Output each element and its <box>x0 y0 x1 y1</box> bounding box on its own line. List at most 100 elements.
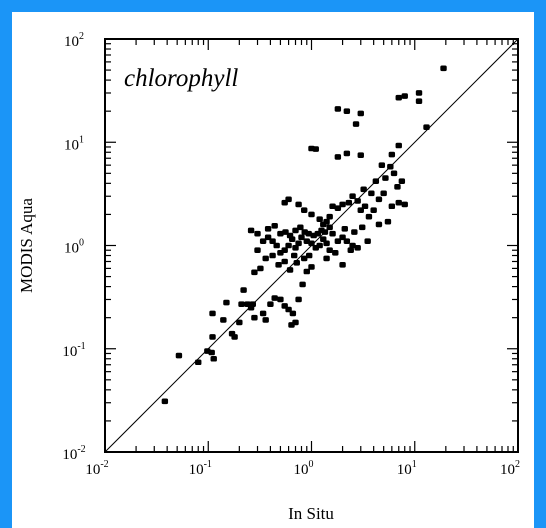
data-point <box>291 252 298 259</box>
data-point <box>321 229 329 235</box>
data-point <box>308 264 315 270</box>
data-point <box>368 190 375 197</box>
data-point <box>295 240 302 247</box>
data-point <box>329 230 336 237</box>
data-point <box>209 334 216 340</box>
data-point <box>282 229 289 235</box>
data-point <box>175 352 183 359</box>
data-point <box>329 203 336 210</box>
data-point <box>264 226 272 232</box>
data-point <box>349 193 356 200</box>
data-point <box>398 178 406 184</box>
data-point <box>388 203 396 210</box>
data-point <box>254 230 261 237</box>
data-point <box>316 242 323 249</box>
data-point <box>273 242 280 249</box>
data-point <box>334 154 342 160</box>
data-point <box>334 205 342 211</box>
data-point <box>292 245 299 251</box>
data-point <box>210 355 217 362</box>
data-point <box>440 65 447 72</box>
data-point <box>415 98 423 104</box>
data-point <box>354 198 361 204</box>
data-point <box>262 255 269 262</box>
data-point <box>298 234 305 241</box>
data-point <box>254 247 261 254</box>
data-point <box>343 108 351 114</box>
data-point <box>394 184 401 190</box>
data-point <box>361 203 369 210</box>
data-point <box>341 226 348 232</box>
data-point <box>231 334 238 340</box>
data-point <box>387 163 394 170</box>
data-point <box>339 262 346 268</box>
data-point <box>395 142 402 149</box>
data-point <box>249 301 256 308</box>
data-point <box>223 299 230 306</box>
data-point <box>297 224 304 231</box>
data-point <box>351 229 358 235</box>
data-point <box>308 211 315 218</box>
data-point <box>390 170 398 177</box>
data-point <box>375 221 383 228</box>
scatter-chart: 10-210-2 10-1 10-1 100 100 101 101 102 102 chlor… <box>17 31 520 523</box>
data-point <box>277 296 284 303</box>
data-point <box>345 199 353 206</box>
data-point <box>301 207 308 213</box>
data-point <box>401 201 408 208</box>
data-point <box>285 242 292 249</box>
data-point <box>365 213 373 220</box>
data-point <box>395 199 402 206</box>
data-point <box>305 230 312 237</box>
data-point <box>208 349 215 356</box>
data-point <box>375 196 383 203</box>
y-axis-label: MODIS Aqua <box>17 198 36 293</box>
data-point <box>281 258 288 265</box>
x-tick-label: 100 <box>294 459 314 478</box>
data-point <box>285 196 292 203</box>
data-point <box>364 238 371 245</box>
data-point <box>343 238 351 245</box>
data-point <box>326 213 333 220</box>
data-point <box>380 190 387 197</box>
data-point <box>299 281 306 288</box>
data-point <box>286 232 294 239</box>
data-point <box>301 255 308 262</box>
data-point <box>285 306 292 313</box>
data-point <box>316 216 323 222</box>
data-point <box>286 267 294 273</box>
data-point <box>352 121 360 127</box>
x-tick-label: 10-1 <box>189 459 212 478</box>
data-point <box>251 269 258 276</box>
data-point <box>303 268 310 275</box>
data-point <box>326 247 333 254</box>
data-point <box>354 245 361 251</box>
data-point <box>360 186 367 193</box>
data-point <box>262 317 269 323</box>
data-point <box>281 247 288 254</box>
x-tick-label: 10-2 <box>85 459 108 478</box>
x-tick-label: 101 <box>397 459 417 478</box>
data-point <box>295 201 302 208</box>
axis-ticks: 10-210-2 10-1 10-1 100 100 101 101 102 102 <box>62 31 520 478</box>
y-tick-label: 102 <box>64 31 84 50</box>
data-point <box>259 238 267 245</box>
data-point <box>334 106 342 112</box>
data-point <box>195 359 202 366</box>
data-point <box>339 201 346 208</box>
data-point <box>271 223 278 229</box>
data-point <box>334 238 342 245</box>
data-point <box>357 152 364 158</box>
data-point <box>382 175 389 181</box>
x-tick-label: 102 <box>500 459 520 478</box>
data-point <box>349 242 356 249</box>
data-point <box>326 224 333 231</box>
data-point <box>292 227 299 234</box>
data-point <box>357 110 364 117</box>
data-point <box>295 296 302 303</box>
data-point <box>220 317 227 323</box>
data-point <box>312 146 319 152</box>
data-point <box>271 295 278 301</box>
y-tick-label: 10-2 <box>62 444 85 463</box>
data-point <box>388 151 396 158</box>
